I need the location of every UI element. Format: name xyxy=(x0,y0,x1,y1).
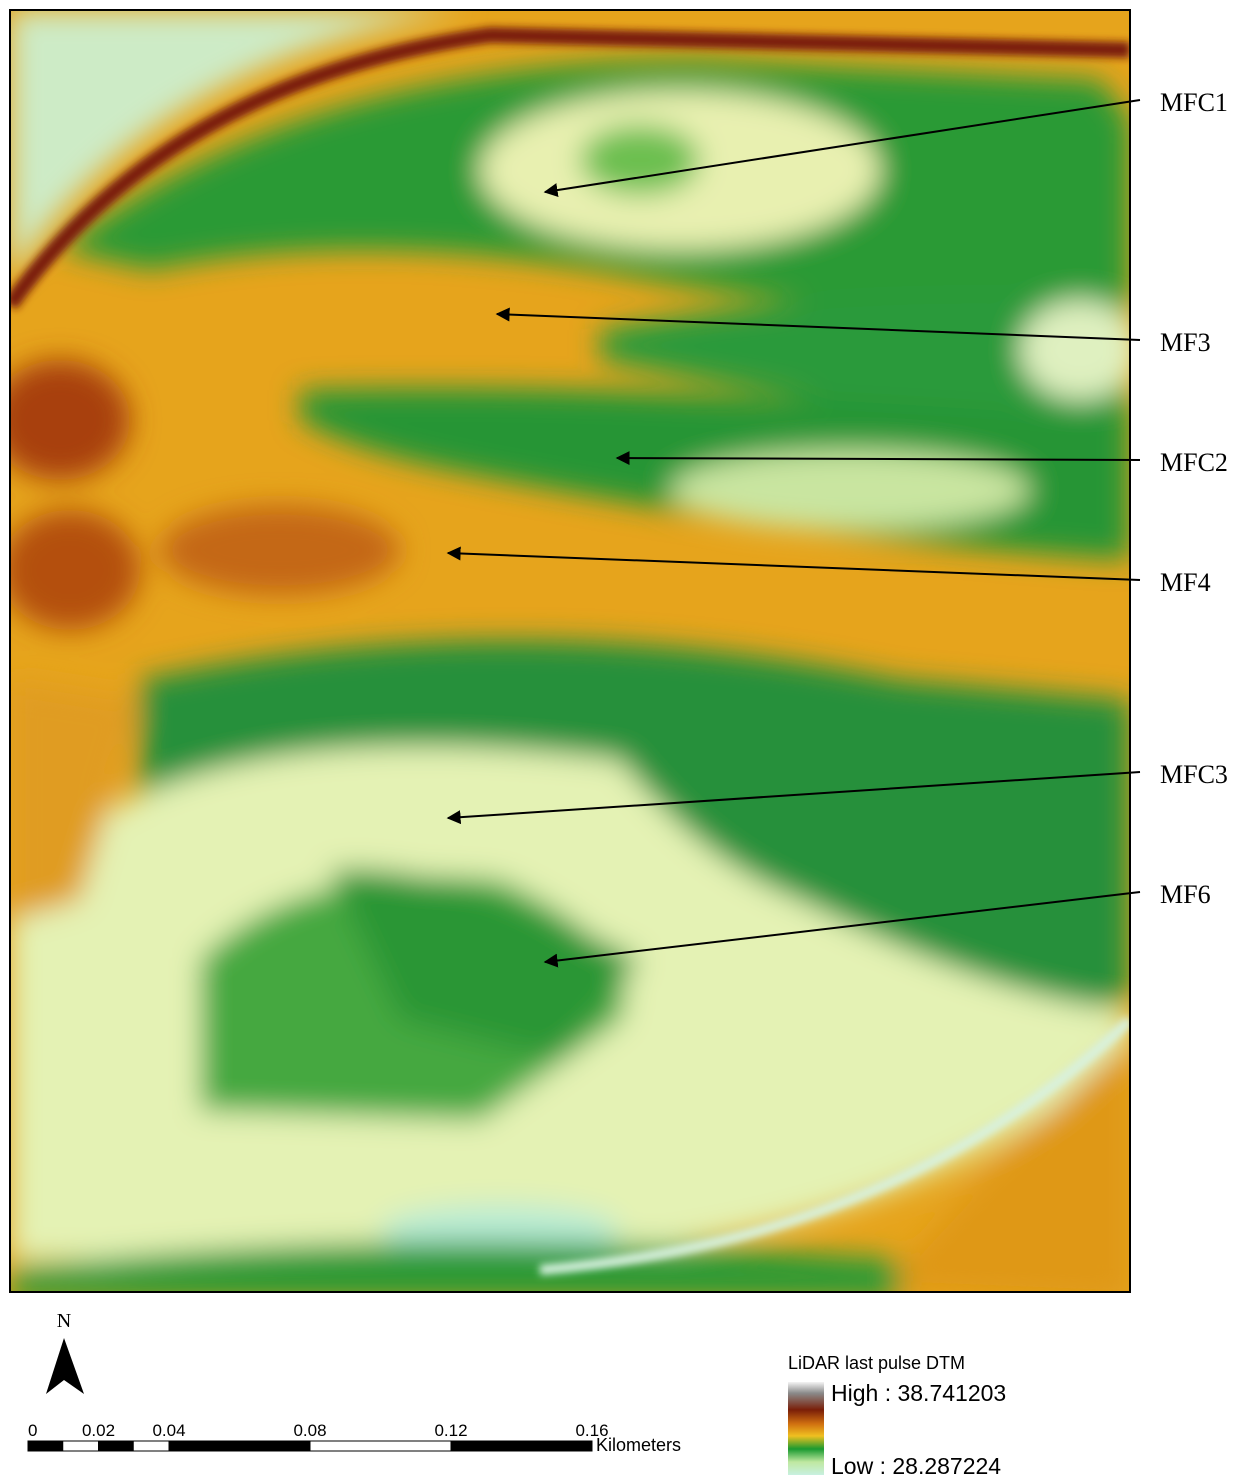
legend-ramp xyxy=(788,1382,824,1475)
scale-unit: Kilometers xyxy=(596,1435,681,1455)
scale-bar-segment xyxy=(28,1441,63,1451)
annotation-label: MF4 xyxy=(1160,568,1211,597)
scale-tick-label: 0.04 xyxy=(152,1421,185,1440)
annotation-label: MF6 xyxy=(1160,880,1211,909)
dtm-raster xyxy=(0,0,1140,1300)
annotation-label: MFC2 xyxy=(1160,448,1228,477)
scale-bar-segment xyxy=(451,1441,592,1451)
legend-high: High : 38.741203 xyxy=(831,1380,1006,1406)
scale-bar: Kilometers 0 0.02 0.04 0.08 0.12 0.16 xyxy=(28,1421,681,1455)
legend-low: Low : 28.287224 xyxy=(831,1453,1001,1479)
scale-tick-label: 0.08 xyxy=(293,1421,326,1440)
legend-title: LiDAR last pulse DTM xyxy=(788,1353,965,1373)
scale-tick-label: 0.12 xyxy=(434,1421,467,1440)
scale-bar-segment xyxy=(99,1441,134,1451)
page: MFC1 MF3 MFC2 MF4 MFC3 MF6 N Kilometers 0 0.02… xyxy=(0,0,1255,1483)
north-label: N xyxy=(57,1310,71,1332)
annotation-label: MFC3 xyxy=(1160,760,1228,789)
scale-tick-label: 0.16 xyxy=(575,1421,608,1440)
scale-bar-segment xyxy=(169,1441,310,1451)
annotation-label: MFC1 xyxy=(1160,88,1228,117)
north-arrow: N xyxy=(46,1310,84,1394)
scale-tick-label: 0 xyxy=(28,1421,37,1440)
legend: LiDAR last pulse DTM High : 38.741203 Lo… xyxy=(788,1353,1006,1479)
annotation-label: MF3 xyxy=(1160,328,1211,357)
scale-tick-label: 0.02 xyxy=(82,1421,115,1440)
